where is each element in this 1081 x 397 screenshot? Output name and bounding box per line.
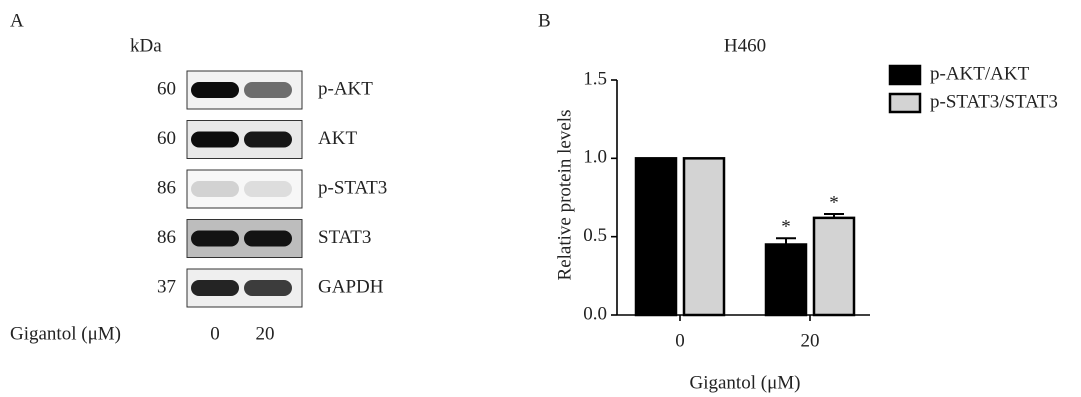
y-axis-label: Relative protein levels <box>554 110 575 281</box>
blot-band <box>191 181 239 197</box>
x-tick-label: 20 <box>801 330 820 351</box>
blot-band <box>244 132 292 148</box>
legend-swatch <box>890 94 920 112</box>
bar <box>766 245 806 316</box>
lane-label: 0 <box>210 323 220 344</box>
kda-label: 86 <box>157 227 176 248</box>
y-tick-label: 0.5 <box>583 225 607 246</box>
blot-band <box>191 231 239 247</box>
figure: A kDa Gigantol (μM) 0 20 B H460 Relative… <box>0 0 1081 397</box>
y-tick-label: 1.0 <box>583 147 607 168</box>
x-tick-label: 0 <box>675 330 685 351</box>
lane-label: 20 <box>256 323 275 344</box>
legend-swatch <box>890 66 920 84</box>
protein-label: AKT <box>318 128 357 149</box>
unit-label: kDa <box>130 35 162 56</box>
legend-label: p-STAT3/STAT3 <box>930 91 1058 112</box>
x-axis-label: Gigantol (μM) <box>690 372 801 393</box>
protein-label: GAPDH <box>318 276 384 297</box>
legend-label: p-AKT/AKT <box>930 63 1030 84</box>
protein-label: p-STAT3 <box>318 177 387 198</box>
bar <box>636 158 676 315</box>
protein-label: STAT3 <box>318 227 371 248</box>
bar <box>814 218 854 315</box>
bar <box>684 158 724 315</box>
blot-band <box>191 132 239 148</box>
kda-label: 60 <box>157 128 176 149</box>
protein-label: p-AKT <box>318 78 373 99</box>
chart-title: H460 <box>724 35 766 56</box>
panel-label: B <box>538 10 551 31</box>
blot-band <box>191 280 239 296</box>
y-tick-label: 0.0 <box>583 303 607 324</box>
y-tick-label: 1.5 <box>583 68 607 89</box>
treatment-label: Gigantol (μM) <box>10 323 121 344</box>
blot-band <box>244 82 292 98</box>
significance-mark: * <box>829 192 839 213</box>
kda-label: 86 <box>157 177 176 198</box>
significance-mark: * <box>781 217 791 238</box>
blot-band <box>244 181 292 197</box>
blot-band <box>244 280 292 296</box>
kda-label: 37 <box>157 276 176 297</box>
blot-band <box>244 231 292 247</box>
kda-label: 60 <box>157 78 176 99</box>
panel-label: A <box>10 10 24 31</box>
blot-band <box>191 82 239 98</box>
